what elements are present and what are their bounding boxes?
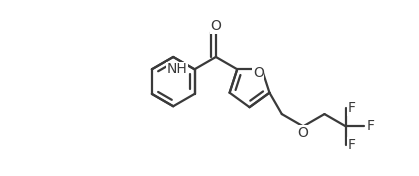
Text: F: F [348, 101, 356, 115]
Text: O: O [253, 66, 264, 80]
Text: F: F [367, 119, 375, 133]
Text: F: F [348, 138, 356, 152]
Text: O: O [297, 125, 308, 140]
Text: NH: NH [167, 62, 187, 76]
Text: O: O [210, 19, 221, 33]
